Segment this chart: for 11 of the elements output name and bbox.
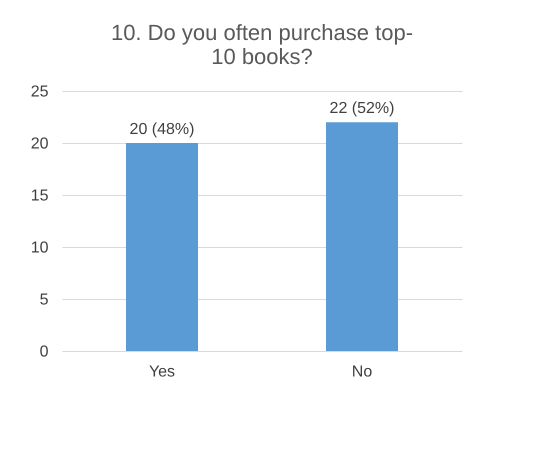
y-tick-label: 25 [30, 84, 49, 100]
x-tick-label: Yes [148, 364, 176, 380]
chart-title: 10. Do you often purchase top-10 books? [110, 20, 414, 69]
data-label: 22 (52%) [330, 100, 394, 118]
data-label: 20 (48%) [130, 121, 194, 138]
y-tick-label: 15 [30, 188, 49, 204]
y-tick-label: 20 [30, 136, 49, 152]
y-tick-label: 0 [40, 344, 49, 360]
y-tick-label: 10 [30, 240, 49, 256]
y-tick-label: 5 [40, 292, 49, 308]
x-tick-label: No [352, 364, 372, 380]
